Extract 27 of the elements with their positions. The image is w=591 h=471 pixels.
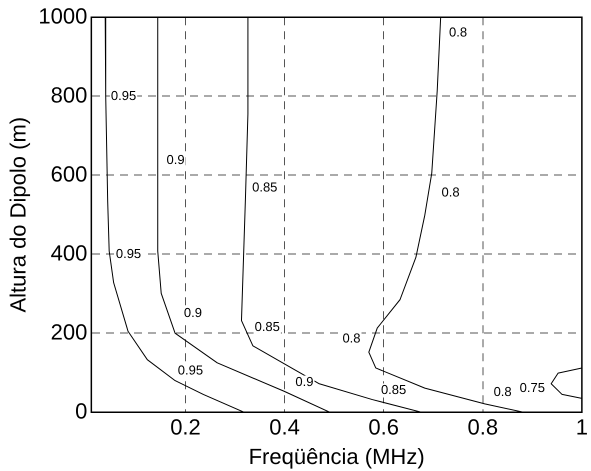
annotation: 0.85 [380, 382, 406, 398]
annotation: 0.8 [442, 184, 460, 200]
y-tick-label: 1000 [38, 3, 88, 28]
y-axis-title: Altura do Dipolo (m) [5, 116, 30, 313]
y-tick-label: 600 [50, 161, 88, 186]
annotation: 0.9 [295, 374, 314, 390]
x-tick-label: 1 [576, 414, 588, 440]
y-tick-label: 200 [50, 319, 88, 344]
x-axis-title: Freqüência (MHz) [248, 444, 425, 469]
annotation: 0.95 [178, 362, 204, 378]
annotation: 0.8 [494, 384, 512, 400]
annotation: 0.8 [448, 24, 468, 40]
annotation: 0.85 [252, 179, 278, 194]
y-tick-label: 0 [75, 398, 88, 424]
annotation: 0.9 [166, 152, 185, 168]
annotation: 0.8 [342, 330, 361, 346]
x-tick-label: 0.4 [269, 414, 300, 440]
x-tick-label: 0.8 [467, 414, 498, 440]
annotation: 0.9 [184, 305, 202, 320]
annotation: 0.95 [116, 246, 142, 261]
x-tick-label: 0.2 [170, 414, 201, 440]
x-tick-label: 0.6 [368, 414, 399, 440]
annotation: 0.75 [520, 380, 545, 396]
y-tick-label: 800 [50, 82, 88, 108]
annotation: 0.95 [110, 88, 136, 103]
y-tick-label: 400 [50, 240, 88, 266]
annotation: 0.85 [254, 318, 280, 334]
